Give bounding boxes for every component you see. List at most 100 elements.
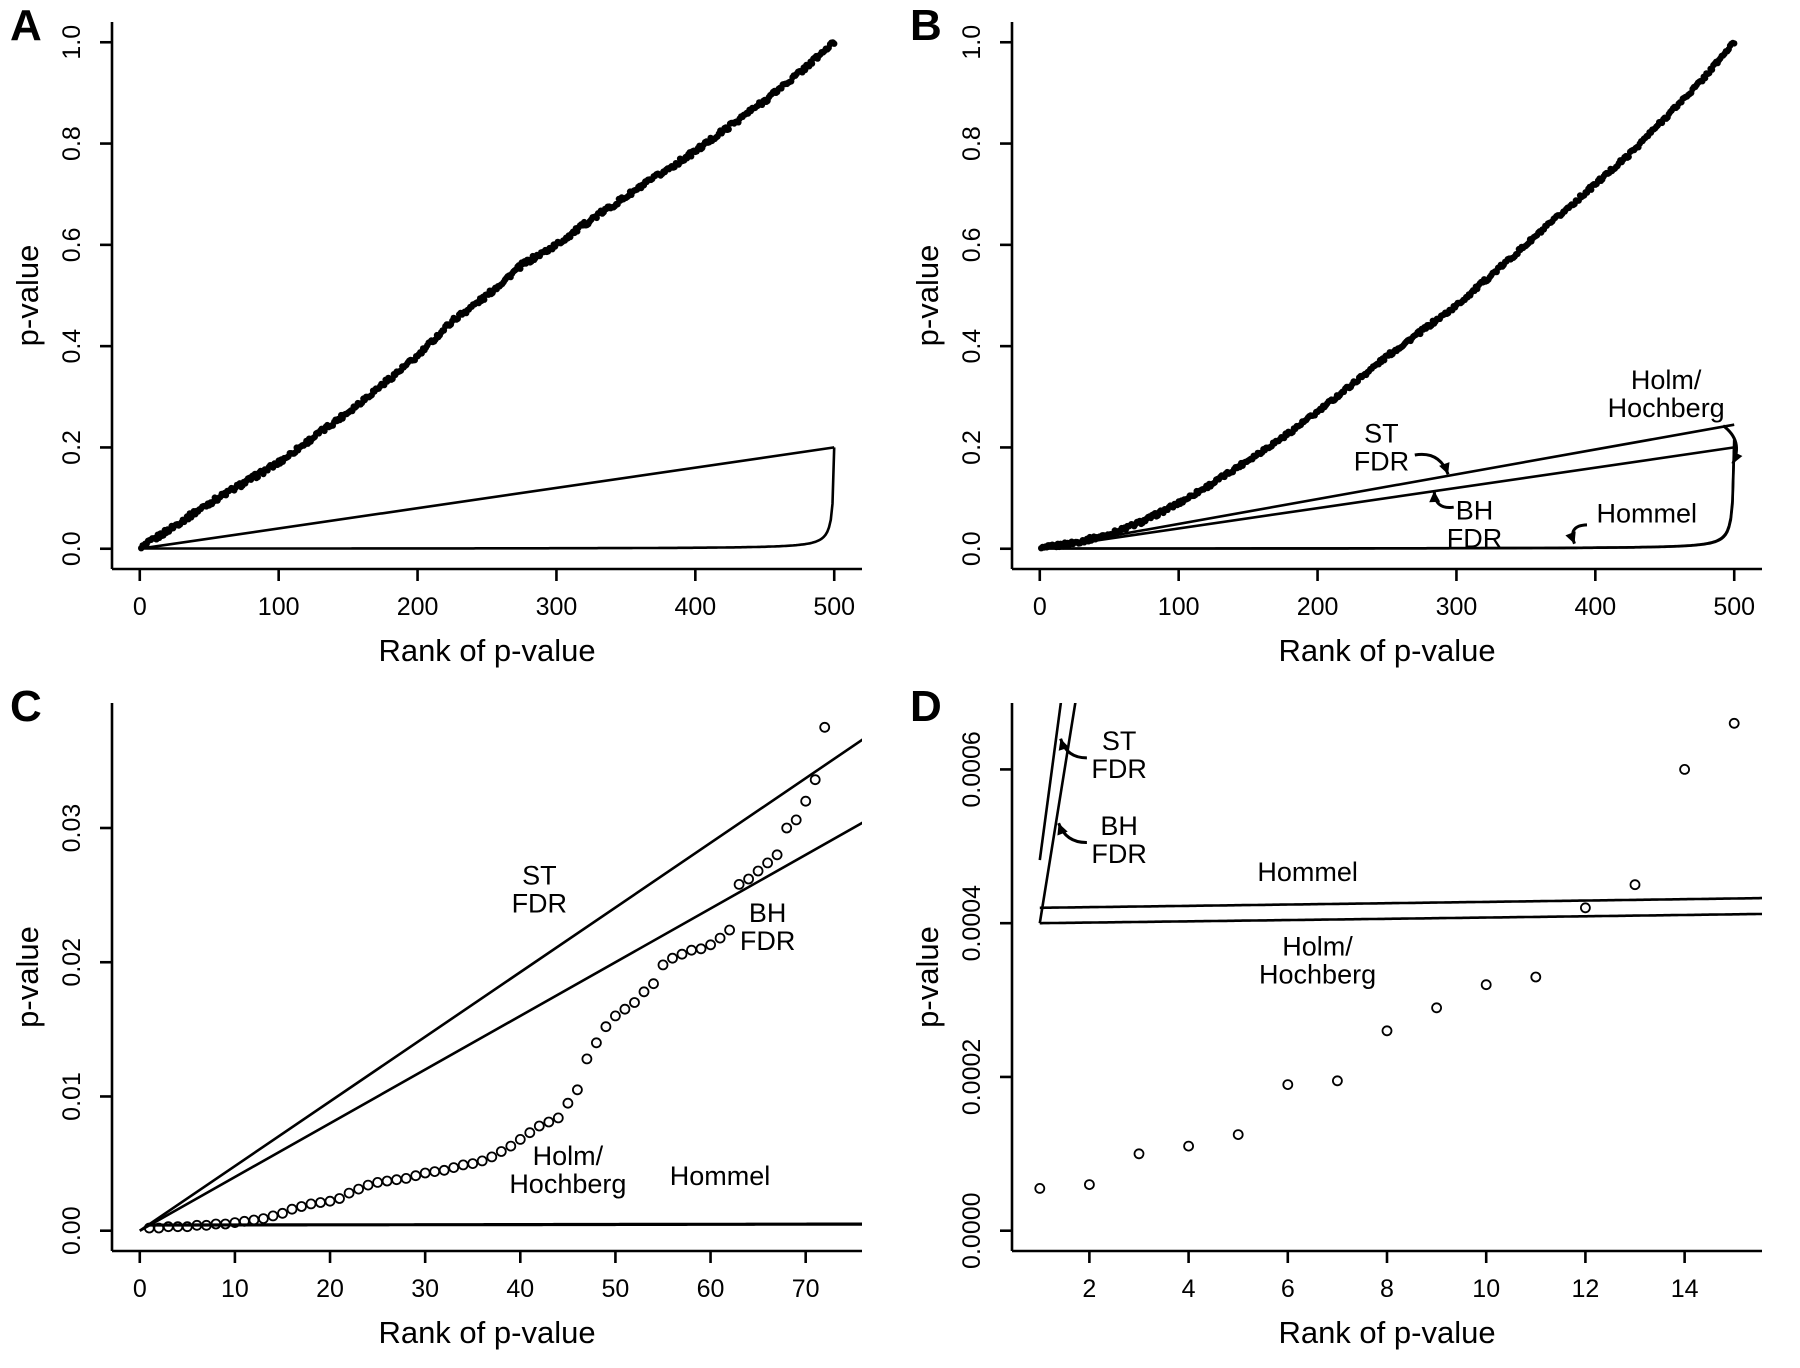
y-tick-label: 0.6	[58, 227, 86, 262]
panel-c-letter: C	[10, 682, 42, 731]
threshold-line-holm-hochberg-threshold	[149, 1223, 862, 1227]
threshold-line-st-fdr-threshold	[139, 738, 862, 1232]
x-axis-title: Rank of p-value	[378, 633, 595, 668]
data-point	[481, 296, 488, 303]
y-axis-title: p-value	[910, 926, 945, 1028]
annotation-holm-hochberg: Holm/Hochberg	[509, 1141, 626, 1199]
data-point	[343, 1187, 355, 1199]
x-tick-label: 400	[674, 593, 716, 621]
data-point	[705, 939, 716, 951]
x-axis-title: Rank of p-value	[378, 1315, 595, 1350]
x-tick-label: 300	[536, 593, 578, 621]
data-point	[752, 865, 764, 877]
data-point	[552, 1112, 564, 1124]
data-point	[629, 997, 640, 1008]
data-point	[1731, 40, 1738, 47]
data-point	[1331, 1075, 1343, 1087]
data-point	[1034, 1182, 1046, 1194]
annotation-bh-fdr: BH FDR	[1447, 495, 1503, 553]
x-axis-title: Rank of p-value	[1278, 633, 1495, 668]
annotation-holm-hochberg: Holm/Hochberg	[1608, 365, 1725, 423]
annotation-arrowhead	[1439, 462, 1450, 475]
threshold-line-bh-fdr-threshold	[139, 446, 835, 550]
data-point	[686, 944, 697, 956]
data-point	[495, 1146, 507, 1157]
x-tick-label: 8	[1380, 1275, 1394, 1303]
chart-d-pvalue-vs-rank: 2 4 6 8 10 12 14 0.0000 0.0002 0.0004 0.0006 Rank o…	[910, 703, 1762, 1350]
data-point	[831, 40, 838, 47]
data-point	[762, 857, 773, 869]
y-tick-label: 0.8	[58, 126, 86, 161]
y-tick-label: 0.0002	[958, 1039, 986, 1115]
x-tick-label: 100	[1158, 593, 1200, 621]
x-tick-label: 40	[506, 1275, 534, 1303]
x-tick-label: 10	[1472, 1275, 1500, 1303]
y-tick-label: 0.4	[58, 329, 86, 364]
y-tick-label: 1.0	[58, 25, 86, 60]
data-point	[305, 1198, 317, 1210]
x-tick-label: 300	[1436, 593, 1478, 621]
x-tick-label: 2	[1082, 1275, 1096, 1303]
annotation-arrow	[1414, 452, 1450, 475]
data-point	[286, 1203, 298, 1215]
panel-c: C 0 10 20 30 40 50 60 70 0.00 0.01 0.02 0.03 Rank of…	[0, 681, 900, 1363]
x-tick-label: 4	[1182, 1275, 1196, 1303]
data-point	[648, 978, 659, 990]
data-point	[324, 1195, 336, 1207]
data-point	[688, 153, 695, 160]
annotation-st-fdr: ST FDR	[1091, 726, 1147, 784]
threshold-line-bh-fdr-threshold	[1038, 703, 1077, 924]
annotation-arrowhead	[1732, 451, 1743, 464]
x-tick-label: 200	[1297, 593, 1339, 621]
data-point	[1629, 879, 1641, 891]
x-tick-label: 50	[602, 1275, 630, 1303]
annotation-arrowhead	[1429, 491, 1441, 503]
data-point	[362, 1179, 374, 1191]
data-point	[277, 1207, 288, 1219]
x-tick-label: 20	[316, 1275, 344, 1303]
annotation-arrowhead	[1565, 531, 1576, 544]
data-point	[790, 814, 802, 826]
data-point	[657, 959, 669, 971]
data-point	[524, 1127, 536, 1139]
y-tick-label: 0.01	[58, 1072, 86, 1121]
data-point	[1232, 1129, 1244, 1141]
data-point	[1625, 153, 1632, 161]
annotation-bh-fdr: BH FDR	[1091, 811, 1147, 869]
y-axis-title: p-value	[10, 926, 45, 1028]
data-point	[543, 1116, 555, 1128]
data-point	[600, 1021, 612, 1033]
panel-a: A 0 100 200 300 400 500 0.0 0.2 0.4 0.6 0.8 1.0 Rank…	[0, 0, 900, 681]
data-point	[714, 932, 726, 944]
y-tick-label: 0.6	[958, 227, 986, 262]
plot-area	[1038, 39, 1738, 552]
data-point	[733, 878, 745, 890]
data-point	[610, 1010, 621, 1022]
x-tick-label: 500	[1713, 593, 1755, 621]
x-tick-label: 0	[1033, 593, 1047, 621]
data-point	[391, 1174, 403, 1186]
y-tick-label: 0.2	[58, 430, 86, 465]
annotation-hommel: Hommel	[1596, 498, 1697, 528]
data-point	[457, 1159, 469, 1171]
data-point	[800, 795, 812, 807]
data-point	[448, 1162, 460, 1174]
y-axis-title: p-value	[910, 245, 945, 347]
plot-area	[1034, 703, 1762, 1194]
threshold-line-st-fdr-threshold	[1038, 703, 1063, 861]
annotation-arrowhead	[1058, 738, 1070, 751]
threshold-line-bh-fdr-threshold	[139, 821, 862, 1232]
data-point	[467, 1158, 479, 1170]
data-point	[257, 1213, 269, 1224]
x-tick-label: 10	[221, 1275, 249, 1303]
y-tick-label: 0.0004	[958, 885, 986, 962]
x-tick-label: 70	[792, 1275, 820, 1303]
data-point	[771, 849, 783, 861]
data-point	[1480, 979, 1492, 991]
threshold-line-holm-hochberg-threshold	[1039, 912, 1762, 925]
data-point	[1530, 971, 1542, 983]
data-point	[486, 1151, 498, 1163]
data-point	[1728, 717, 1740, 729]
data-point	[533, 1120, 545, 1132]
data-point	[514, 1133, 526, 1145]
